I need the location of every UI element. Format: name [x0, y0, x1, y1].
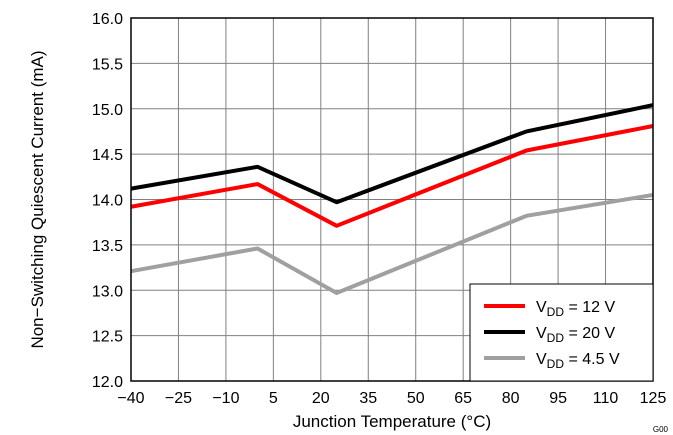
- y-tick-label: 15.5: [92, 56, 123, 73]
- x-tick-label: 35: [359, 390, 377, 407]
- x-axis-label: Junction Temperature (°C): [293, 412, 491, 431]
- legend-entry: VDD = 12 V: [536, 299, 615, 319]
- y-tick-label: 12.5: [92, 329, 123, 346]
- legend-entry-subscript: DD: [547, 331, 565, 345]
- figure-id: G00: [653, 425, 669, 434]
- y-tick-label: 16.0: [92, 11, 123, 28]
- y-tick-label: 12.0: [92, 374, 123, 391]
- x-tick-label: −10: [212, 390, 239, 407]
- legend-entry-subscript: DD: [547, 357, 565, 371]
- x-tick-label: 20: [312, 390, 330, 407]
- x-tick-label: 110: [593, 390, 619, 407]
- x-tick-label: 65: [454, 390, 472, 407]
- legend-entry-rest: = 4.5 V: [564, 351, 620, 368]
- y-tick-label: 14.5: [92, 147, 123, 164]
- y-tick-label: 15.0: [92, 102, 123, 119]
- legend-entry: VDD = 4.5 V: [536, 351, 620, 371]
- series-line-2: [130, 192, 654, 295]
- legend-entry-main: V: [536, 351, 547, 368]
- legend-entry-rest: = 20 V: [564, 325, 615, 342]
- plot-frame: [130, 17, 654, 382]
- y-axis-label: Non−Switching Quiescent Current (mA): [28, 50, 47, 348]
- legend-entry-main: V: [536, 299, 547, 316]
- legend-entry-main: V: [536, 325, 547, 342]
- legend-entry-subscript: DD: [547, 305, 565, 319]
- x-tick-label: 50: [407, 390, 425, 407]
- x-tick-label: −25: [165, 390, 192, 407]
- x-tick-label: 125: [640, 390, 667, 407]
- y-tick-label: 13.5: [92, 238, 123, 255]
- legend-entry-rest: = 12 V: [564, 299, 615, 316]
- y-tick-label: 13.0: [92, 283, 123, 300]
- x-tick-labels: −40 −25 −10 5 20 35 50 65 80 95 110 125: [117, 390, 666, 407]
- y-tick-labels: 12.0 12.5 13.0 13.5 14.0 14.5 15.0 15.5 16.0: [92, 11, 123, 391]
- y-tick-label: 14.0: [92, 193, 123, 210]
- series-layer: [130, 103, 654, 295]
- legend-entry: VDD = 20 V: [536, 325, 615, 345]
- x-tick-label: 5: [269, 390, 278, 407]
- x-tick-label: 80: [502, 390, 520, 407]
- x-tick-label: −40: [117, 390, 144, 407]
- x-tick-label: 95: [549, 390, 567, 407]
